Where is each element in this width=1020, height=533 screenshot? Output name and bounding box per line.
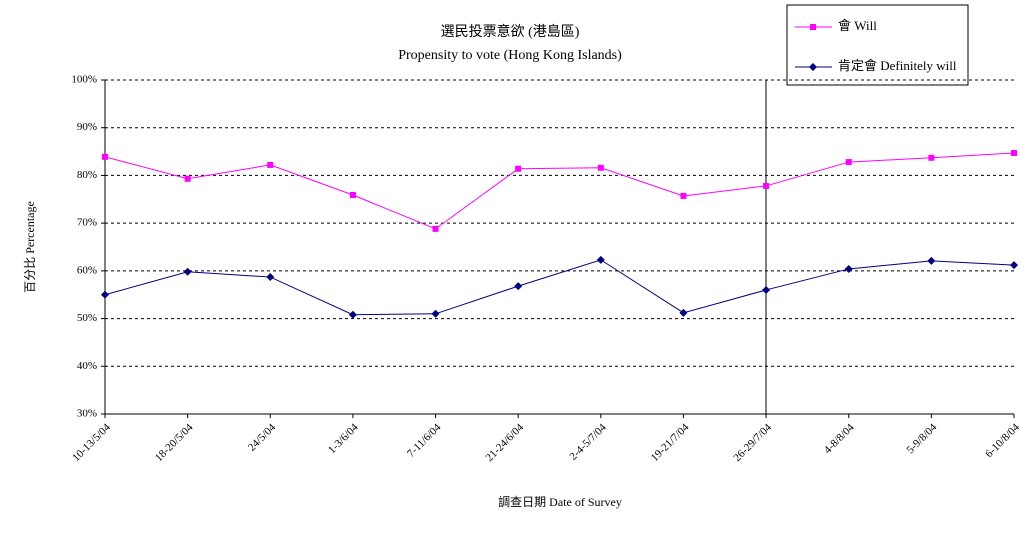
data-point [432,225,439,232]
y-tick-label: 50% [77,312,97,324]
data-point [679,308,688,317]
data-point [183,267,192,276]
legend-label: 會 Will [838,18,877,33]
chart-subtitle: Propensity to vote (Hong Kong Islands) [398,48,622,63]
data-point [596,255,605,264]
data-point [348,310,357,319]
data-point [102,153,108,160]
data-point [763,182,770,189]
data-point [514,282,523,291]
data-point [1011,150,1017,157]
data-point [101,290,109,299]
data-point [1010,261,1018,270]
data-point [266,273,275,282]
legend-marker [810,24,816,30]
data-point [267,161,274,168]
data-point [927,256,936,265]
y-tick-label: 60% [77,264,97,276]
y-tick-label: 100% [71,74,97,86]
data-point [349,191,356,198]
data-point [597,164,604,171]
data-point [928,154,935,161]
y-axis-label: 百分比 Percentage [23,201,37,293]
y-tick-label: 80% [77,169,97,181]
series-line [104,259,1015,316]
y-tick-label: 70% [77,217,97,229]
data-point [515,165,522,172]
data-point [844,264,853,273]
y-tick-label: 40% [77,360,97,372]
y-tick-label: 30% [77,408,97,420]
data-point [431,309,440,318]
series-line [104,152,1015,230]
legend-box [786,4,969,86]
legend-label: 肯定會 Definitely will [838,58,957,73]
x-axis-label: 調查日期 Date of Survey [498,495,622,509]
chart-title: 選民投票意欲 (港島區) [441,23,580,40]
legend-marker [809,63,817,71]
data-point [845,159,852,166]
data-point [184,175,191,182]
y-tick-label: 90% [77,121,97,133]
data-point [680,192,687,199]
data-point [762,285,771,294]
